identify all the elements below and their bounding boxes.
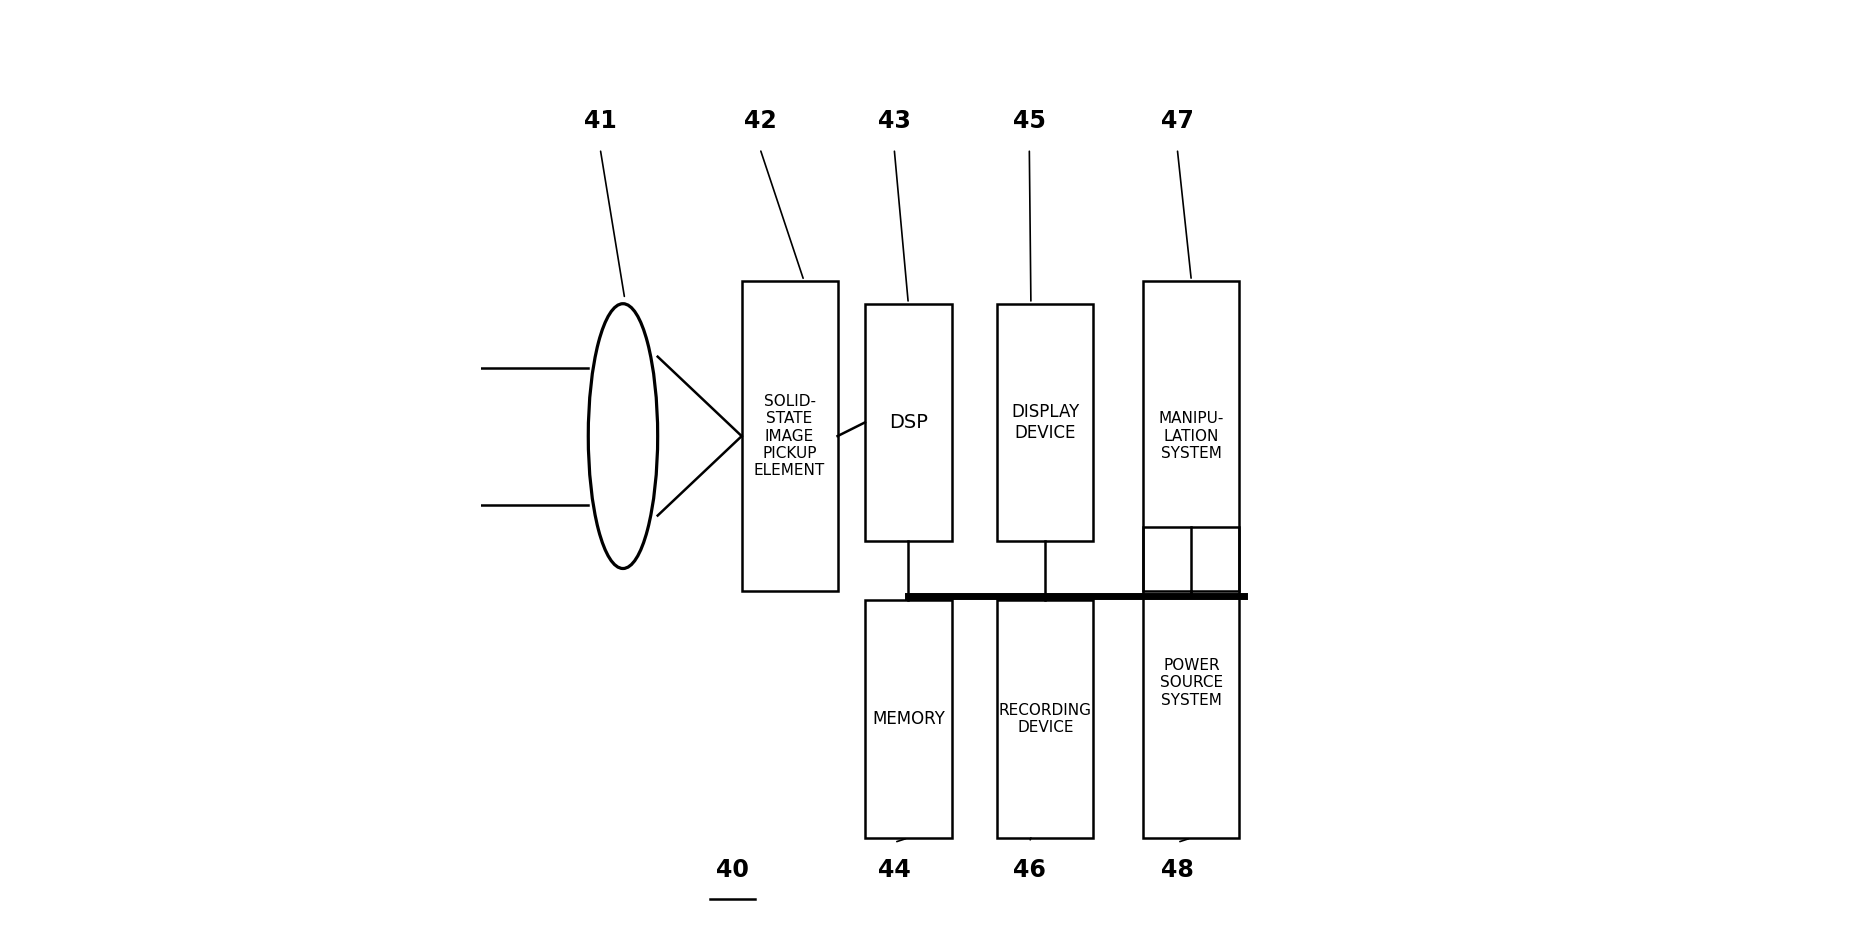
Text: DSP: DSP	[889, 413, 929, 432]
Text: 45: 45	[1013, 109, 1045, 133]
Text: 43: 43	[878, 109, 910, 133]
Bar	[998, 601, 1094, 838]
Text: SOLID-
STATE
IMAGE
PICKUP
ELEMENT: SOLID- STATE IMAGE PICKUP ELEMENT	[754, 394, 825, 478]
Text: 42: 42	[743, 109, 777, 133]
Text: 44: 44	[878, 857, 910, 882]
Text: 47: 47	[1161, 109, 1193, 133]
Text: 46: 46	[1013, 857, 1045, 882]
Bar	[1144, 527, 1240, 838]
Text: DISPLAY
DEVICE: DISPLAY DEVICE	[1011, 403, 1079, 442]
Text: MANIPU-
LATION
SYSTEM: MANIPU- LATION SYSTEM	[1159, 412, 1223, 461]
Bar	[1144, 281, 1240, 591]
Bar	[865, 304, 951, 541]
Bar	[741, 281, 837, 591]
Bar	[865, 601, 951, 838]
Bar	[998, 304, 1094, 541]
Text: 41: 41	[583, 109, 617, 133]
Text: MEMORY: MEMORY	[872, 710, 946, 729]
Text: 48: 48	[1161, 857, 1193, 882]
Text: RECORDING
DEVICE: RECORDING DEVICE	[998, 703, 1092, 735]
Text: POWER
SOURCE
SYSTEM: POWER SOURCE SYSTEM	[1159, 658, 1223, 707]
Text: 40: 40	[717, 857, 749, 882]
